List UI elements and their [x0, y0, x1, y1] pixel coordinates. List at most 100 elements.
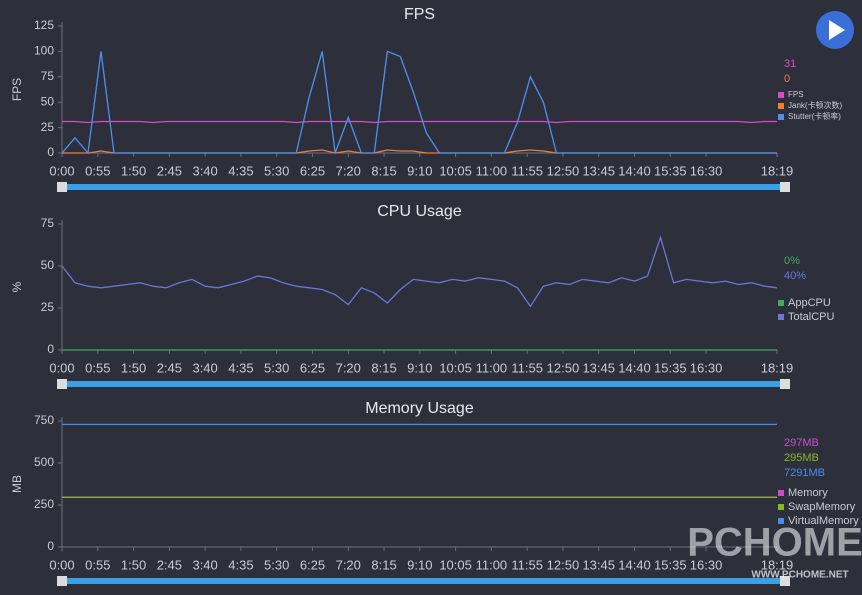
x-tick-label: 15:35 — [654, 163, 687, 178]
x-tick-label: 2:45 — [157, 557, 182, 572]
x-tick-label: 16:30 — [690, 360, 723, 375]
y-tick-label: 750 — [34, 413, 54, 427]
latest-value: 295MB — [784, 452, 819, 464]
y-tick-label: 75 — [41, 69, 55, 83]
x-tick-label: 15:35 — [654, 360, 687, 375]
slider-handle[interactable] — [57, 182, 67, 192]
x-tick-label: 7:20 — [336, 163, 361, 178]
x-tick-label: 13:45 — [582, 360, 615, 375]
x-tick-label: 3:40 — [192, 360, 217, 375]
x-tick-label: 10:05 — [439, 557, 472, 572]
slider-handle[interactable] — [780, 379, 790, 389]
x-tick-label: 11:55 — [511, 163, 543, 178]
x-tick-label: 5:30 — [264, 163, 289, 178]
x-tick-label: 1:50 — [121, 163, 146, 178]
x-tick-label: 4:35 — [228, 163, 253, 178]
y-tick-label: 75 — [41, 216, 55, 230]
watermark: PCHOME — [687, 521, 862, 565]
y-tick-label: 50 — [41, 258, 55, 272]
x-tick-label: 13:45 — [582, 557, 615, 572]
x-tick-label: 12:50 — [547, 163, 580, 178]
series-line — [61, 50, 777, 155]
x-tick-label: 12:50 — [547, 557, 580, 572]
play-button[interactable] — [816, 11, 854, 49]
x-tick-label: 2:45 — [157, 360, 182, 375]
legend-swatch — [778, 490, 784, 496]
x-tick-label: 6:25 — [300, 557, 325, 572]
x-tick-label: 16:30 — [690, 557, 723, 572]
x-tick-label: 0:55 — [85, 360, 110, 375]
x-tick-label: 14:40 — [618, 163, 651, 178]
x-tick-label: 12:50 — [547, 360, 580, 375]
slider-handle[interactable] — [780, 576, 790, 586]
legend-swatch — [778, 518, 784, 524]
y-tick-label: 100 — [34, 44, 54, 58]
range-slider — [62, 184, 785, 190]
legend-swatch — [778, 103, 784, 109]
x-tick-label: 9:10 — [407, 557, 432, 572]
x-tick-label: 8:15 — [371, 360, 396, 375]
slider-handle[interactable] — [57, 576, 67, 586]
chart-title: CPU Usage — [377, 203, 462, 220]
y-tick-label: 0 — [47, 145, 54, 159]
y-tick-label: 500 — [34, 455, 54, 469]
x-tick-label: 15:35 — [654, 557, 687, 572]
x-tick-label: 14:40 — [618, 557, 651, 572]
series-line — [61, 235, 778, 308]
x-tick-label: 7:20 — [336, 557, 361, 572]
y-tick-label: 0 — [47, 539, 54, 553]
play-icon[interactable] — [829, 20, 845, 40]
series-line — [62, 120, 777, 124]
chart-title: Memory Usage — [365, 400, 474, 417]
x-tick-label: 1:50 — [121, 360, 146, 375]
x-tick-label: 1:50 — [121, 557, 146, 572]
x-tick-label: 6:25 — [300, 360, 325, 375]
y-tick-label: 250 — [34, 497, 54, 511]
legend-swatch — [778, 504, 784, 510]
x-tick-label: 4:35 — [228, 360, 253, 375]
x-tick-label: 3:40 — [192, 163, 217, 178]
x-tick-label: 11:55 — [511, 557, 543, 572]
range-slider — [62, 381, 785, 387]
latest-value: 40% — [784, 270, 806, 282]
latest-value: 297MB — [784, 437, 819, 449]
x-tick-label: 0:55 — [85, 163, 110, 178]
y-tick-label: 125 — [34, 18, 54, 32]
x-tick-label: 8:15 — [371, 557, 396, 572]
x-tick-label: 9:10 — [407, 163, 432, 178]
latest-value: 7291MB — [784, 467, 825, 479]
legend-swatch — [778, 314, 784, 320]
legend-swatch — [778, 300, 784, 306]
x-tick-label: 10:05 — [439, 360, 472, 375]
y-tick-label: 0 — [47, 342, 54, 356]
x-tick-label: 18:19 — [761, 557, 794, 572]
x-tick-label: 13:45 — [582, 163, 615, 178]
x-tick-label: 9:10 — [407, 360, 432, 375]
x-tick-label: 0:00 — [49, 163, 74, 178]
x-tick-label: 11:00 — [476, 360, 508, 375]
range-slider — [62, 578, 785, 584]
x-tick-label: 7:20 — [336, 360, 361, 375]
x-tick-label: 18:19 — [761, 163, 794, 178]
legend-swatch — [778, 114, 784, 120]
watermark-url: WWW.PCHOME.NET — [751, 570, 848, 581]
y-tick-label: 50 — [41, 94, 55, 108]
y-axis-label: MB — [10, 475, 24, 493]
x-tick-label: 0:00 — [49, 360, 74, 375]
legend-label: Jank(卡顿次数) — [788, 100, 843, 110]
x-tick-label: 16:30 — [690, 163, 723, 178]
x-tick-label: 14:40 — [618, 360, 651, 375]
x-tick-label: 10:05 — [439, 163, 472, 178]
x-tick-label: 3:40 — [192, 557, 217, 572]
latest-value: 0% — [784, 255, 800, 267]
chart-title: FPS — [404, 6, 435, 23]
legend-label: VirtualMemory — [788, 515, 859, 527]
slider-handle[interactable] — [57, 379, 67, 389]
x-tick-label: 5:30 — [264, 360, 289, 375]
legend-label: Stutter(卡顿率) — [788, 111, 841, 121]
x-tick-label: 6:25 — [300, 163, 325, 178]
y-axis-label: FPS — [10, 78, 24, 101]
slider-handle[interactable] — [780, 182, 790, 192]
legend-label: TotalCPU — [788, 311, 835, 323]
